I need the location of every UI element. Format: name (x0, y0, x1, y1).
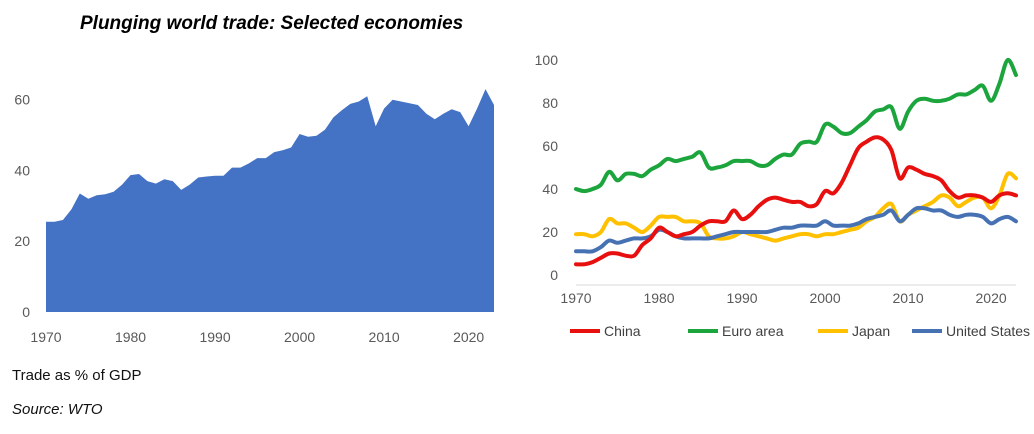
legend-label-euro-area: Euro area (722, 323, 784, 339)
series-line-japan (574, 171, 1018, 243)
world-trade-area-chart: 0 20 40 60 1970 1980 1990 2000 2010 2020 (14, 89, 494, 345)
x-tick-label: 1970 (560, 290, 591, 306)
y-tick-label: 40 (542, 181, 558, 197)
legend-label-united-states: United States (946, 323, 1030, 339)
x-tick-label: 2000 (284, 329, 315, 345)
x-tick-label: 1990 (726, 290, 757, 306)
y-tick-label: 20 (14, 233, 30, 249)
chart-title: Plunging world trade: Selected economies (80, 13, 464, 34)
y-tick-label: 60 (542, 138, 558, 154)
units-note: Trade as % of GDP (12, 367, 142, 384)
x-tick-label: 2020 (976, 290, 1007, 306)
series-line-china (574, 135, 1018, 267)
x-tick-label: 2010 (369, 329, 400, 345)
y-tick-label: 0 (550, 267, 558, 283)
world-trade-area (46, 89, 494, 312)
series-line-euro-area (574, 58, 1018, 194)
x-tick-label: 1980 (643, 290, 674, 306)
y-tick-label: 100 (535, 52, 559, 68)
y-tick-label: 0 (22, 304, 30, 320)
x-tick-label: 2000 (809, 290, 840, 306)
y-tick-label: 40 (14, 162, 30, 178)
x-tick-label: 1970 (30, 329, 61, 345)
legend-label-japan: Japan (852, 323, 890, 339)
y-tick-label: 20 (542, 224, 558, 240)
y-tick-label: 80 (542, 95, 558, 111)
economies-line-chart: 0 20 40 60 80 100 1970 1980 1990 2000 2010 2020 Chin… (535, 52, 1030, 339)
x-tick-label: 2020 (453, 329, 484, 345)
y-tick-label: 60 (14, 92, 30, 108)
legend-label-china: China (604, 323, 641, 339)
x-tick-label: 1980 (115, 329, 146, 345)
source-note: Source: WTO (12, 401, 103, 418)
x-tick-label: 1990 (199, 329, 230, 345)
x-tick-label: 2010 (892, 290, 923, 306)
